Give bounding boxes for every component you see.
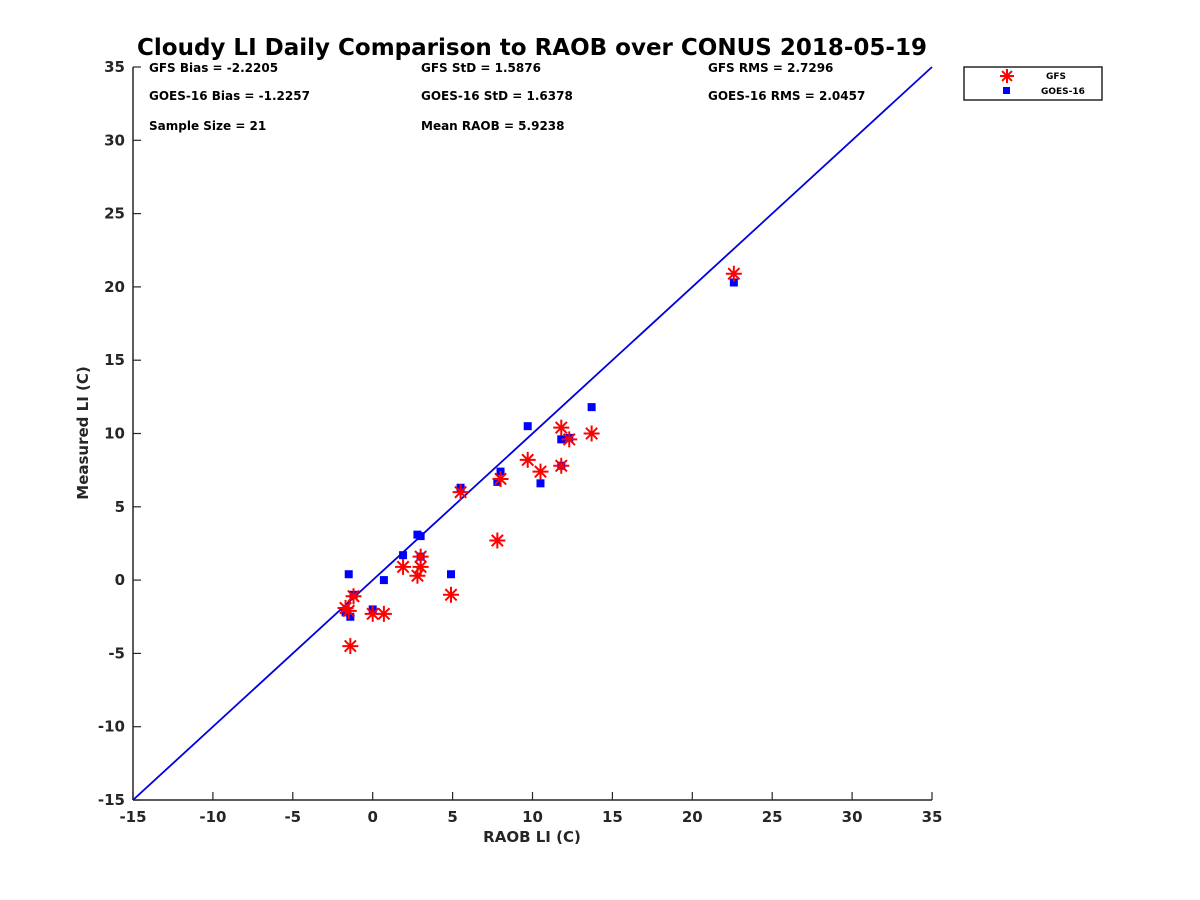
y-axis-label: Measured LI (C) — [74, 366, 92, 499]
one-to-one-line — [132, 66, 933, 801]
goes16-point — [523, 422, 532, 431]
gfs-point — [492, 470, 509, 487]
goes16-point — [413, 530, 422, 539]
gfs-point — [443, 586, 460, 603]
gfs-point — [553, 419, 570, 436]
y-tick-label: 10 — [104, 425, 125, 443]
y-tick-label: 35 — [104, 58, 125, 76]
legend-gfs-marker — [1000, 69, 1014, 83]
asterisk-stroke — [585, 427, 598, 440]
stat-text: GOES-16 Bias = -1.2257 — [149, 89, 310, 103]
asterisk-stroke — [377, 607, 391, 621]
y-tick-label: -5 — [108, 644, 125, 662]
asterisk-stroke — [1001, 70, 1013, 82]
asterisk-stroke — [411, 569, 424, 583]
goes16-point — [379, 576, 388, 585]
x-tick-label: 10 — [522, 808, 543, 826]
gfs-point — [409, 567, 426, 584]
goes16-point — [536, 479, 545, 488]
asterisk-stroke — [343, 639, 357, 653]
legend-goes-marker — [1003, 87, 1010, 94]
stat-text: GFS StD = 1.5876 — [421, 61, 541, 75]
asterisk-stroke — [490, 534, 504, 547]
y-tick-label: 15 — [104, 351, 125, 369]
x-tick-label: 35 — [922, 808, 943, 826]
x-tick-label: 20 — [682, 808, 703, 826]
asterisk-stroke — [347, 589, 360, 603]
legend-asterisk — [1000, 69, 1014, 83]
gfs-point — [395, 558, 412, 575]
x-tick-label: -10 — [199, 808, 226, 826]
gfs-point — [342, 638, 359, 655]
gfs-point — [364, 605, 381, 622]
y-tick-label: 20 — [104, 278, 125, 296]
gfs-point — [725, 265, 742, 282]
x-tick-label: 30 — [842, 808, 863, 826]
asterisk-stroke — [521, 453, 535, 467]
gfs-point — [340, 602, 357, 619]
y-tick-label: 25 — [104, 205, 125, 223]
asterisk-stroke — [366, 607, 380, 621]
chart-title: Cloudy LI Daily Comparison to RAOB over … — [137, 35, 927, 61]
goes16-point — [729, 278, 738, 287]
asterisk-stroke — [727, 267, 741, 281]
goes16-point — [587, 403, 596, 412]
y-tick-label: -15 — [98, 791, 125, 809]
statistics-annotations: GFS Bias = -2.2205 GFS StD = 1.5876 GFS RM… — [149, 61, 865, 133]
stat-text: GFS RMS = 2.7296 — [708, 61, 833, 75]
gfs-point — [519, 451, 536, 468]
gfs-point — [583, 425, 600, 442]
x-tick-label: -5 — [284, 808, 301, 826]
goes16-point — [399, 551, 408, 560]
x-tick-label: 0 — [367, 808, 377, 826]
x-tick-label: 5 — [447, 808, 457, 826]
x-tick-label: -15 — [119, 808, 146, 826]
x-axis-label: RAOB LI (C) — [483, 828, 581, 846]
stat-text: Sample Size = 21 — [149, 119, 266, 133]
goes16-point — [344, 570, 353, 579]
asterisk-stroke — [494, 472, 507, 486]
stat-text: GOES-16 RMS = 2.0457 — [708, 89, 865, 103]
gfs-point — [345, 588, 362, 605]
gfs-point — [452, 484, 469, 501]
asterisk-stroke — [444, 588, 458, 602]
y-tick-label: -10 — [98, 718, 125, 736]
asterisk-stroke — [562, 433, 576, 446]
asterisk-stroke — [534, 465, 547, 478]
asterisk-stroke — [342, 604, 356, 618]
legend-goes-label: GOES-16 — [1041, 87, 1085, 97]
goes16-point — [346, 612, 355, 621]
gfs-point — [489, 532, 506, 549]
goes16-point — [447, 570, 456, 579]
gfs-point — [375, 605, 392, 622]
stat-text: Mean RAOB = 5.9238 — [421, 119, 565, 133]
y-tick-label: 30 — [104, 131, 125, 149]
y-tick-label: 0 — [115, 571, 125, 589]
legend-gfs-label: GFS — [1046, 72, 1066, 82]
gfs-point — [412, 548, 429, 565]
stat-text: GFS Bias = -2.2205 — [149, 61, 278, 75]
x-tick-label: 15 — [602, 808, 623, 826]
gfs-point — [561, 431, 578, 448]
asterisk-stroke — [396, 560, 410, 574]
x-tick-label: 25 — [762, 808, 783, 826]
asterisk-stroke — [414, 550, 428, 564]
gfs-point — [553, 457, 570, 474]
legend: GFS GOES-16 — [963, 66, 1103, 101]
asterisk-stroke — [554, 421, 568, 434]
asterisk-stroke — [454, 485, 467, 499]
y-tick-label: 5 — [115, 498, 125, 516]
gfs-point — [532, 463, 549, 480]
stat-text: GOES-16 StD = 1.6378 — [421, 89, 573, 103]
asterisk-stroke — [554, 459, 568, 473]
